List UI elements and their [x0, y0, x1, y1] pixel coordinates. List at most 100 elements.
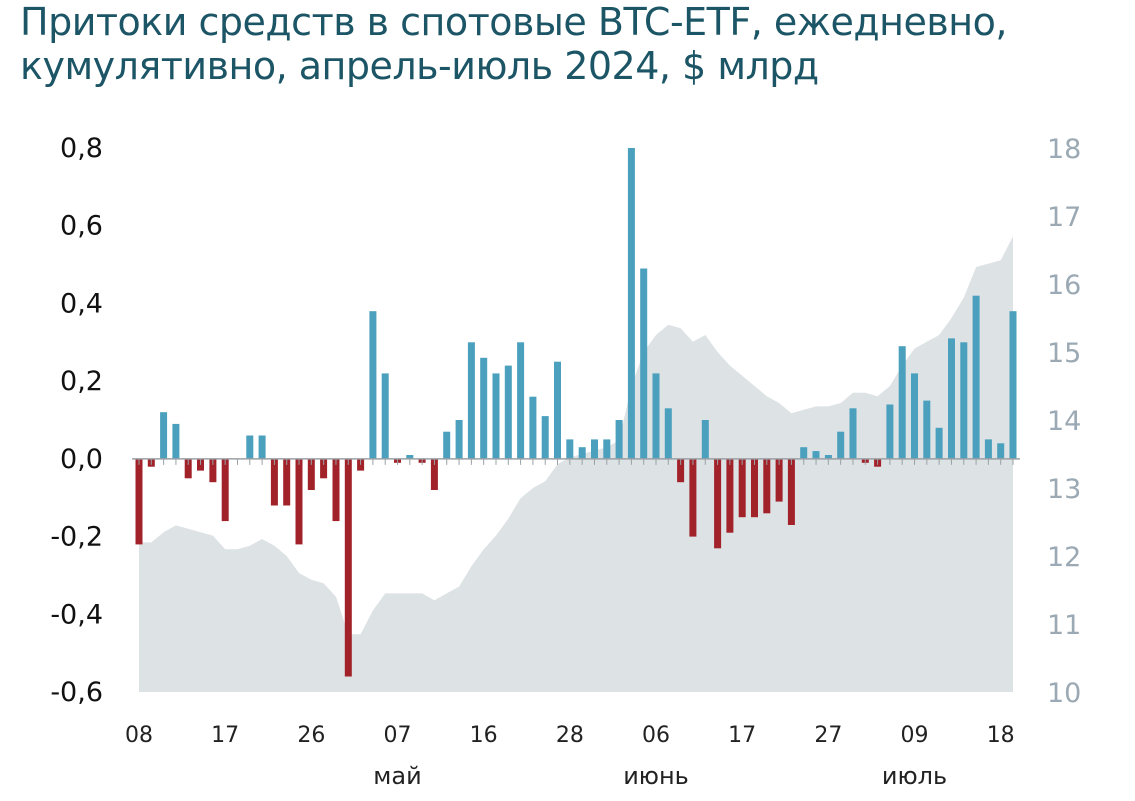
bar-layer [135, 148, 1017, 677]
x-axis: 08 17 26 07 16 28 06 17 27 09 18 май июнь июль [125, 723, 1015, 790]
bar [529, 396, 537, 459]
bar [615, 420, 623, 459]
x-tick-label: 07 [384, 723, 412, 748]
left-tick-label: -0,6 [50, 677, 103, 708]
bar [775, 458, 783, 502]
bar [295, 458, 303, 545]
bar [948, 338, 955, 459]
bar [787, 458, 795, 525]
bar [689, 458, 697, 537]
x-tick-label: 26 [297, 723, 325, 748]
bar [517, 342, 525, 459]
bar [283, 458, 291, 506]
right-axis: 18 17 16 15 14 13 12 11 10 [1047, 134, 1081, 709]
bar [221, 458, 229, 522]
bar [800, 447, 808, 459]
bar [603, 439, 611, 459]
bar [381, 373, 389, 459]
bar [443, 431, 451, 459]
bar [135, 458, 143, 545]
bar [911, 373, 918, 459]
right-tick-label: 14 [1047, 406, 1081, 437]
x-tick-label: 17 [728, 723, 756, 748]
bar [849, 408, 857, 459]
bar [566, 439, 574, 459]
zero-axis [132, 458, 1020, 465]
bar [480, 357, 488, 459]
x-tick-label: 28 [556, 723, 584, 748]
bar [677, 458, 685, 483]
bar [246, 435, 254, 459]
bar [344, 458, 352, 677]
bar [172, 423, 180, 459]
bar [492, 373, 500, 459]
bar [640, 268, 648, 459]
bar [504, 365, 512, 459]
right-tick-label: 17 [1047, 202, 1081, 233]
bar [898, 346, 906, 459]
bar [627, 148, 635, 459]
x-tick-label: 09 [901, 723, 929, 748]
x-tick-label: 08 [125, 723, 153, 748]
bar [184, 458, 192, 479]
bar [270, 458, 278, 506]
bar [430, 458, 438, 490]
bar [467, 342, 475, 459]
bar [886, 404, 894, 459]
right-tick-label: 11 [1047, 610, 1081, 641]
bar [258, 435, 266, 459]
left-tick-label: -0,4 [50, 599, 103, 630]
x-tick-label: 27 [814, 723, 842, 748]
bar [824, 455, 832, 459]
bar [554, 361, 561, 459]
bar [541, 416, 549, 459]
bar [837, 431, 845, 459]
bar [209, 458, 217, 483]
left-tick-label: -0,2 [50, 522, 103, 553]
bar [960, 342, 968, 459]
left-tick-label: 0,6 [60, 211, 103, 242]
bar [972, 295, 980, 459]
right-tick-label: 10 [1047, 678, 1081, 709]
left-tick-label: 0,0 [60, 444, 103, 475]
left-tick-label: 0,2 [60, 366, 103, 397]
right-tick-label: 13 [1047, 474, 1081, 505]
bar [455, 420, 463, 459]
bar [652, 373, 660, 459]
bar [984, 439, 992, 459]
x-tick-label: 18 [987, 723, 1015, 748]
bar [332, 458, 340, 522]
right-tick-label: 12 [1047, 542, 1081, 573]
right-tick-label: 18 [1047, 134, 1081, 165]
bar [935, 427, 943, 459]
bar [701, 420, 709, 459]
bar [738, 458, 746, 518]
bar [578, 447, 586, 459]
bar [320, 458, 328, 479]
chart-title: Притоки средств в спотовые BTC-ETF, ежед… [20, 0, 1007, 88]
bar [160, 412, 168, 459]
bar [307, 458, 315, 490]
cumulative-area-layer [139, 236, 1013, 692]
bar [664, 408, 672, 459]
right-tick-label: 15 [1047, 338, 1081, 369]
x-tick-label: 17 [211, 723, 239, 748]
bar [763, 458, 771, 514]
bar [923, 400, 931, 459]
bar [369, 311, 377, 459]
month-label: май [373, 762, 421, 790]
left-tick-label: 0,4 [60, 288, 103, 319]
month-label: июнь [623, 762, 689, 790]
cumulative-area [139, 236, 1013, 692]
bar [1009, 311, 1017, 459]
bar [714, 458, 722, 549]
bar [726, 458, 734, 533]
left-tick-label: 0,8 [60, 133, 103, 164]
month-label: июль [882, 762, 947, 790]
bar [591, 439, 598, 459]
bar [812, 451, 820, 459]
bar [751, 458, 758, 518]
x-tick-label: 06 [642, 723, 670, 748]
right-tick-label: 16 [1047, 270, 1081, 301]
